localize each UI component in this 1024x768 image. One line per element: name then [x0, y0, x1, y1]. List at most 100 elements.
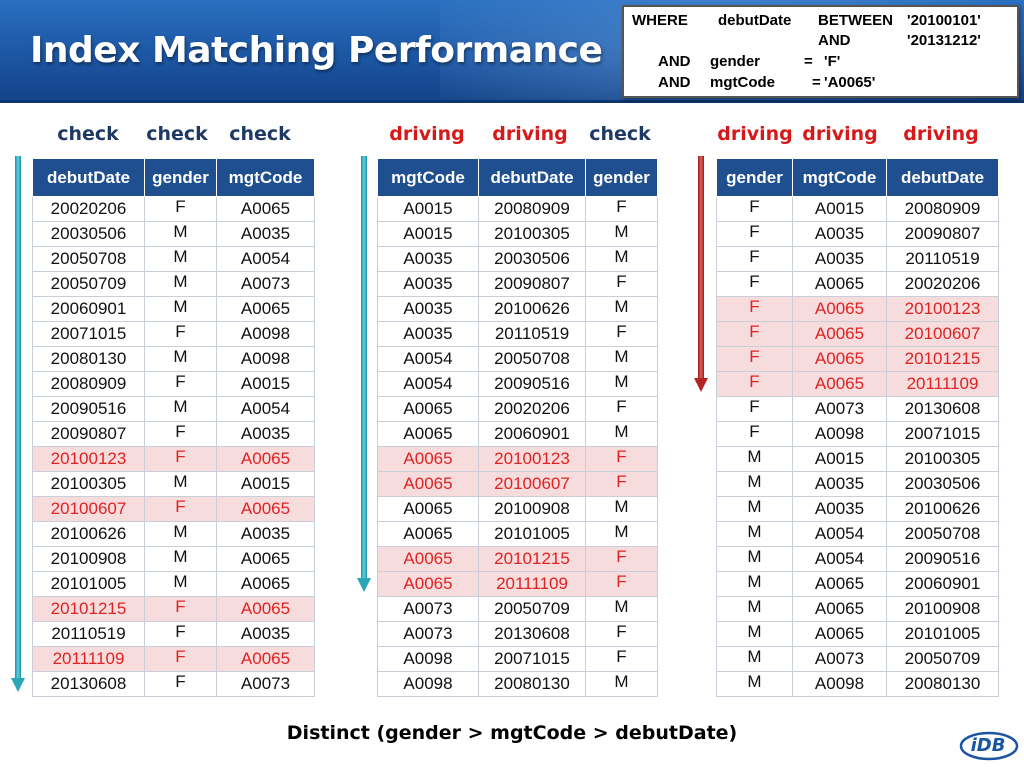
table-cell: 20130608 [886, 396, 999, 422]
table-row: M A0035 20100626 [716, 496, 999, 522]
table-cell: 20050708 [886, 521, 999, 547]
table-cell: 20030506 [32, 221, 145, 247]
table-row: A0073 20130608 F [377, 621, 658, 647]
table-cell: 20100626 [478, 296, 586, 322]
sql-keyword: AND [658, 74, 691, 91]
table-cell: A0065 [377, 421, 479, 447]
table-cell: 20101005 [478, 521, 586, 547]
table-cell: M [144, 346, 217, 372]
sql-column: debutDate [718, 12, 792, 29]
table-row: 20050709 M A0073 [32, 271, 315, 297]
table-row: F A0065 20020206 [716, 271, 999, 297]
scan-arrow-icon [357, 156, 371, 592]
table-row: A0065 20100908 M [377, 496, 658, 522]
table-cell: A0015 [216, 371, 315, 397]
table-cell: M [716, 471, 793, 497]
table-cell: M [144, 471, 217, 497]
column-role-label: check [589, 123, 651, 145]
table-cell: 20100626 [32, 521, 145, 547]
table-cell: 20080909 [478, 196, 586, 222]
table-cell: A0073 [377, 621, 479, 647]
table-row: M A0065 20101005 [716, 621, 999, 647]
table-cell: F [716, 421, 793, 447]
table-cell: 20110519 [478, 321, 586, 347]
column-role-label: driving [717, 123, 793, 145]
table-cell: F [585, 571, 658, 597]
table-cell: M [716, 596, 793, 622]
table-row: A0035 20100626 M [377, 296, 658, 322]
table-cell: F [144, 446, 217, 472]
table-row: 20020206 F A0065 [32, 196, 315, 222]
table-row: M A0035 20030506 [716, 471, 999, 497]
table-cell: M [585, 421, 658, 447]
table-cell: 20100305 [886, 446, 999, 472]
table-row-matched: F A0065 20100607 [716, 321, 999, 347]
table-cell: 20020206 [886, 271, 999, 297]
table-cell: F [716, 196, 793, 222]
table-cell: 20130608 [478, 621, 586, 647]
table-cell: A0098 [216, 346, 315, 372]
table-cell: A0015 [216, 471, 315, 497]
table-cell: A0065 [792, 346, 887, 372]
table-row-matched: A0065 20101215 F [377, 546, 658, 572]
table-row: 20110519 F A0035 [32, 621, 315, 647]
sql-operator: BETWEEN [818, 12, 893, 29]
table-cell: 20060901 [886, 571, 999, 597]
table-row: A0065 20101005 M [377, 521, 658, 547]
sql-operator: = [812, 74, 821, 91]
table-cell: 20060901 [32, 296, 145, 322]
table-cell: A0015 [792, 446, 887, 472]
table-cell: A0035 [216, 521, 315, 547]
table-row: M A0073 20050709 [716, 646, 999, 672]
index-table-debutdate-gender-mgtcode: debutDate gender mgtCode 20020206 F A0065 200… [32, 158, 315, 697]
sql-operator: = [804, 53, 813, 70]
table-row: 20080130 M A0098 [32, 346, 315, 372]
table-cell: 20030506 [478, 246, 586, 272]
column-role-label: check [57, 123, 119, 145]
index-table-gender-mgtcode-debutdate: gender mgtCode debutDate F A0015 20080909 F A0… [716, 158, 999, 697]
table-cell: 20100908 [886, 596, 999, 622]
table-cell: A0065 [792, 371, 887, 397]
table-cell: A0065 [792, 571, 887, 597]
column-role-label: driving [492, 123, 568, 145]
table-cell: M [144, 271, 217, 297]
table-cell: A0054 [216, 246, 315, 272]
table-row: 20050708 M A0054 [32, 246, 315, 272]
scan-arrow-icon [694, 156, 708, 392]
table-cell: F [144, 646, 217, 672]
sql-value: 'A0065' [824, 74, 876, 91]
table-row: A0054 20090516 M [377, 371, 658, 397]
table-cell: A0035 [792, 221, 887, 247]
table-row: F A0073 20130608 [716, 396, 999, 422]
table-row: M A0054 20050708 [716, 521, 999, 547]
table-cell: F [144, 421, 217, 447]
table-cell: A0065 [216, 196, 315, 222]
table-cell: A0065 [792, 296, 887, 322]
table-cell: 20060901 [478, 421, 586, 447]
table-cell: 20080130 [478, 671, 586, 697]
table-cell: 20050709 [886, 646, 999, 672]
table-row-matched: F A0065 20100123 [716, 296, 999, 322]
table-cell: A0054 [216, 396, 315, 422]
index-table-mgtcode-debutdate-gender: mgtCode debutDate gender A0015 20080909 F A00… [377, 158, 658, 697]
table-cell: F [585, 446, 658, 472]
table-cell: F [716, 321, 793, 347]
table-row-matched: 20101215 F A0065 [32, 596, 315, 622]
column-role-label: driving [389, 123, 465, 145]
table-cell: 20100908 [32, 546, 145, 572]
table-row: A0054 20050708 M [377, 346, 658, 372]
table-cell: M [585, 596, 658, 622]
table-cell: 20101215 [886, 346, 999, 372]
footer-caption: Distinct (gender > mgtCode > debutDate) [286, 722, 738, 744]
column-role-label: check [146, 123, 208, 145]
column-header: gender [585, 158, 658, 197]
table-cell: A0098 [377, 671, 479, 697]
column-header: gender [144, 158, 217, 197]
column-header: mgtCode [377, 158, 479, 197]
table-cell: A0054 [377, 371, 479, 397]
table-cell: M [585, 521, 658, 547]
table-cell: 20080909 [886, 196, 999, 222]
table-cell: F [585, 471, 658, 497]
table-cell: 20111109 [478, 571, 586, 597]
table-row: M A0015 20100305 [716, 446, 999, 472]
